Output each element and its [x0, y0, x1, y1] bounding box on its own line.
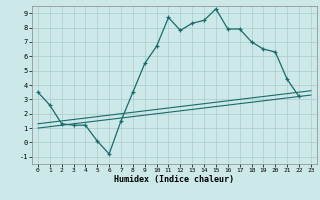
X-axis label: Humidex (Indice chaleur): Humidex (Indice chaleur) — [115, 175, 234, 184]
